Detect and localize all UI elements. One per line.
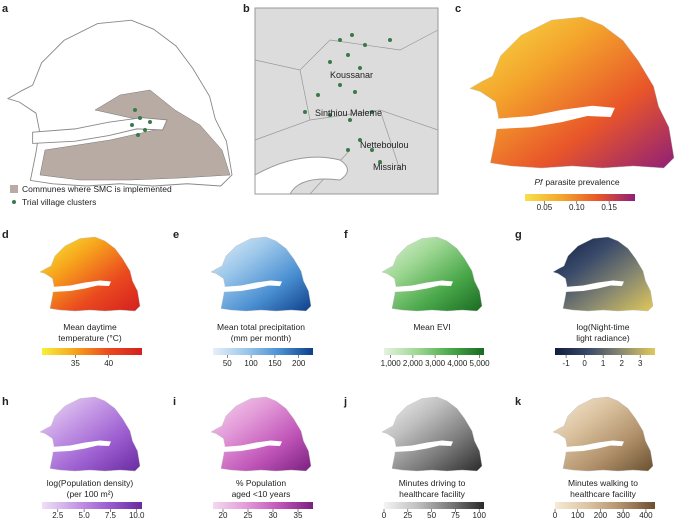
- map: [381, 396, 483, 472]
- map-title: Pf parasite prevalence: [534, 177, 619, 187]
- place-label: Missirah: [373, 162, 407, 172]
- colorbar: [555, 502, 655, 509]
- panel-letter: j: [343, 396, 347, 408]
- colorbar: [384, 348, 484, 355]
- colorbar-tick-label: 25: [244, 511, 253, 520]
- colorbar: [42, 348, 142, 355]
- legend-label: Trial village clusters: [22, 197, 96, 207]
- colorbar-tick-label: 4,000: [447, 359, 468, 368]
- map-title: (per 100 m²): [67, 489, 114, 499]
- map-title: (mm per month): [231, 333, 292, 343]
- colorbar: [42, 502, 142, 509]
- legend-dot: [12, 200, 16, 204]
- panel-letter: e: [173, 229, 179, 241]
- place-label: Koussanar: [330, 70, 373, 80]
- panel-letter: k: [515, 396, 522, 408]
- colorbar-tick-label: 2,000: [403, 359, 424, 368]
- colorbar-tick-label: 0.10: [569, 203, 585, 212]
- panel-letter: d: [2, 229, 9, 241]
- colorbar-tick-label: 2: [619, 359, 624, 368]
- panel-letter: g: [515, 229, 522, 241]
- colorbar-tick-label: 1: [601, 359, 606, 368]
- colorbar-tick-label: 300: [617, 511, 631, 520]
- panel-letter: a: [2, 3, 9, 15]
- colorbar-tick-label: 0.05: [537, 203, 553, 212]
- colorbar-tick-label: -1: [563, 359, 571, 368]
- map-title: temperature (°C): [58, 333, 122, 343]
- colorbar-tick-label: 30: [269, 511, 278, 520]
- panel-b: Koussanar Sinthiou Maleme Netteboulou Mi…: [254, 7, 439, 195]
- colorbar-tick-label: 35: [294, 511, 303, 520]
- colorbar-tick-label: 25: [403, 511, 412, 520]
- colorbar-tick-label: 200: [594, 511, 608, 520]
- legend-swatch: [10, 185, 18, 193]
- panel-letter: h: [2, 396, 9, 408]
- colorbar-tick-label: 1,000: [381, 359, 402, 368]
- colorbar-tick-label: 5,000: [470, 359, 491, 368]
- map-title: light radiance): [576, 333, 630, 343]
- map: [381, 236, 483, 312]
- map: [39, 396, 141, 472]
- colorbar-tick-label: 3,000: [425, 359, 446, 368]
- map-title: Mean EVI: [413, 322, 450, 332]
- colorbar-tick-label: 35: [71, 359, 80, 368]
- map: [39, 236, 141, 312]
- colorbar-tick-label: 100: [244, 359, 258, 368]
- colorbar-tick-label: 400: [639, 511, 653, 520]
- colorbar-tick-label: 100: [571, 511, 585, 520]
- colorbar: [525, 194, 635, 201]
- colorbar: [213, 502, 313, 509]
- map: [210, 236, 312, 312]
- colorbar-tick-label: 0: [582, 359, 587, 368]
- colorbar: [213, 348, 313, 355]
- colorbar-tick-label: 0: [553, 511, 558, 520]
- colorbar-tick-label: 10.0: [129, 511, 145, 520]
- colorbar-tick-label: 0.15: [601, 203, 617, 212]
- colorbar-tick-label: 3: [638, 359, 643, 368]
- colorbar-tick-label: 5.0: [79, 511, 91, 520]
- map: [552, 236, 654, 312]
- title-text: parasite prevalence: [545, 177, 619, 187]
- map-title: log(Night-time: [577, 322, 630, 332]
- panel-letter: c: [455, 3, 461, 15]
- map-title: Minutes walking to: [568, 478, 638, 488]
- place-label: Netteboulou: [360, 140, 409, 150]
- colorbar-tick-label: 50: [223, 359, 232, 368]
- map-title: healthcare facility: [399, 489, 465, 499]
- map-title: aged <10 years: [232, 489, 291, 499]
- colorbar-tick-label: 75: [451, 511, 460, 520]
- colorbar-tick-label: 50: [427, 511, 436, 520]
- map-title: Mean total precipitation: [217, 322, 305, 332]
- map-title: log(Population density): [47, 478, 134, 488]
- map-title: % Population: [236, 478, 286, 488]
- colorbar-tick-label: 7.5: [105, 511, 117, 520]
- map-title: healthcare facility: [570, 489, 636, 499]
- legend-label: Communes where SMC is implemented: [22, 184, 172, 194]
- colorbar-tick-label: 40: [104, 359, 113, 368]
- panel-letter: b: [243, 3, 250, 15]
- place-label: Sinthiou Maleme: [315, 108, 382, 118]
- smc-region: [39, 89, 231, 181]
- colorbar-tick-label: 2.5: [52, 511, 64, 520]
- colorbar: [384, 502, 484, 509]
- map: [552, 396, 654, 472]
- colorbar-tick-label: 20: [219, 511, 228, 520]
- colorbar-tick-label: 150: [268, 359, 282, 368]
- map-title: Minutes driving to: [399, 478, 466, 488]
- colorbar-tick-label: 200: [292, 359, 306, 368]
- colorbar-tick-label: 100: [473, 511, 487, 520]
- map-title: Mean daytime: [63, 322, 117, 332]
- colorbar-tick-label: 0: [382, 511, 387, 520]
- map: [210, 396, 312, 472]
- colorbar: [555, 348, 655, 355]
- title-italic: Pf: [534, 177, 544, 187]
- panel-letter: f: [344, 229, 348, 241]
- map: [469, 16, 675, 169]
- panel-a: Communes where SMC is implemented Trial …: [7, 19, 233, 207]
- panel-letter: i: [173, 396, 176, 408]
